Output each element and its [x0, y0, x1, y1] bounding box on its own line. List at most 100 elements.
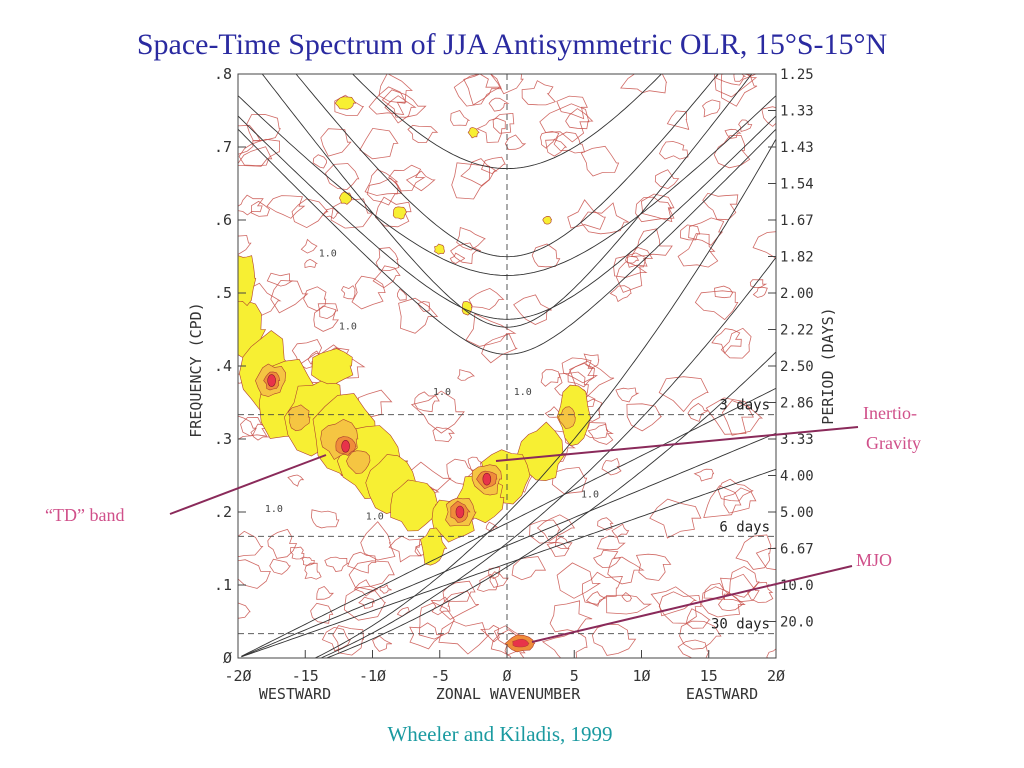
noise-contour	[531, 243, 561, 268]
noise-contour	[347, 551, 377, 574]
noise-contour	[611, 523, 630, 538]
noise-contour	[463, 74, 502, 106]
noise-contour	[761, 106, 776, 127]
noise-contour	[630, 228, 673, 257]
minor-peak-fill	[467, 127, 480, 139]
noise-contour	[591, 623, 637, 656]
minor-peak-fill	[434, 243, 445, 255]
period-tick-label: 3.33	[780, 432, 814, 448]
contour-value-label: 1.0	[265, 504, 283, 515]
noise-contour	[582, 422, 609, 439]
noise-contour	[238, 235, 252, 255]
noise-contour	[316, 586, 334, 600]
noise-contour	[303, 286, 327, 312]
contour-value-label: 1.0	[433, 387, 451, 398]
x-tick-label: 1Ø	[632, 667, 650, 685]
noise-contour	[485, 521, 499, 532]
period-tick-label: 1.43	[780, 140, 814, 156]
noise-contour	[266, 195, 306, 219]
inertio-gravity-annotation-line1: Inertio-	[863, 403, 917, 423]
noise-contour	[752, 286, 768, 298]
noise-contour	[301, 556, 315, 566]
minor-peak-fill	[392, 206, 407, 220]
noise-contour	[755, 547, 776, 571]
mjo-peak-inner	[512, 638, 530, 648]
noise-contour	[654, 169, 680, 190]
period-tick-label: 2.00	[780, 286, 814, 302]
x-tick-label: 2Ø	[767, 667, 785, 685]
period-tick-label: 5.00	[780, 505, 814, 521]
mrg-curve	[319, 257, 776, 658]
x-tick-label: 5	[570, 667, 579, 685]
noise-contour	[359, 127, 399, 160]
noise-contour	[635, 553, 672, 581]
noise-contour	[366, 177, 399, 206]
period-tick-label: 2.22	[780, 323, 814, 339]
minor-peak-fill	[461, 301, 473, 316]
noise-contour	[685, 608, 711, 629]
noise-contour	[609, 285, 632, 303]
noise-contour	[381, 89, 427, 118]
minor-peak-fill	[334, 96, 357, 110]
noise-contour	[581, 571, 624, 605]
noise-contour	[735, 534, 772, 570]
period-tick-label: 1.54	[780, 177, 814, 193]
noise-contour	[372, 635, 393, 652]
noise-contour	[766, 648, 776, 658]
noise-contour	[313, 305, 339, 332]
noise-contour	[238, 415, 257, 440]
noise-contour	[468, 287, 505, 311]
noise-contour	[368, 86, 407, 115]
noise-contour	[701, 586, 746, 618]
noise-contour	[545, 139, 568, 157]
y-tick-label: .1	[214, 576, 232, 594]
noise-contour	[418, 602, 456, 640]
x-axis-label: ZONAL WAVENUMBER	[436, 685, 581, 703]
reference-period-label: 3 days	[719, 398, 770, 414]
contour-value-label: 1.0	[366, 511, 384, 522]
noise-contour	[717, 478, 754, 502]
noise-contour	[269, 558, 292, 575]
noise-contour	[567, 362, 598, 388]
noise-contour	[649, 498, 702, 539]
td-band-annotation: “TD” band	[45, 505, 124, 525]
x-tick-label: -1Ø	[359, 667, 386, 685]
noise-contour	[724, 128, 742, 139]
noise-contour	[729, 565, 760, 598]
noise-contour	[489, 571, 509, 588]
chart-title: Space-Time Spectrum of JJA Antisymmetric…	[136, 28, 888, 61]
noise-contour	[504, 134, 527, 150]
noise-contour	[596, 535, 626, 551]
noise-contour	[620, 74, 668, 94]
period-tick-label: 1.33	[780, 104, 814, 120]
noise-contour	[721, 400, 763, 436]
noise-contour	[238, 138, 281, 167]
noise-contour	[410, 390, 465, 434]
noise-contour	[585, 591, 606, 607]
contour-value-label: 1.0	[339, 322, 357, 333]
mrg-curve	[314, 138, 776, 658]
noise-contour	[693, 468, 715, 482]
noise-contour	[238, 282, 282, 317]
y-tick-label: .6	[214, 211, 232, 229]
noise-contour	[374, 196, 412, 228]
mjo-annotation: MJO	[856, 550, 892, 570]
y-tick-label: .4	[214, 357, 232, 375]
kelvin-curve	[241, 387, 776, 657]
noise-contour	[738, 119, 753, 133]
period-tick-label: 2.86	[780, 396, 814, 412]
noise-contour	[488, 97, 510, 112]
noise-contour	[407, 124, 439, 143]
noise-contour	[580, 202, 629, 235]
noise-contour	[606, 594, 653, 615]
noise-contour	[360, 521, 396, 561]
x-tick-label: -5	[431, 667, 449, 685]
td_band-peak-marker	[267, 374, 276, 387]
noise-contour	[688, 217, 725, 246]
noise-contour	[677, 639, 710, 658]
inertio-gravity-annotation-line2: Gravity	[866, 433, 921, 453]
kelvin-curve	[241, 468, 776, 658]
period-tick-label: 10.0	[780, 578, 814, 594]
reference-period-lines: 3 days 6 days 30 days	[238, 74, 776, 658]
filled-spectral-peaks	[238, 96, 591, 653]
